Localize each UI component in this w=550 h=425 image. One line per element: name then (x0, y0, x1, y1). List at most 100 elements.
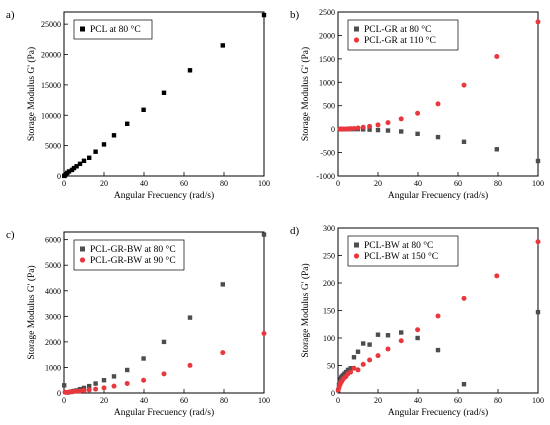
data-point (101, 385, 107, 391)
legend-marker (80, 246, 85, 252)
y-axis-label: Storage Modulus G' (Pa) (26, 47, 37, 141)
y-tick-label: 1500 (319, 55, 335, 64)
data-point (348, 369, 354, 375)
data-point (141, 377, 147, 383)
data-point (415, 335, 420, 341)
y-tick-label: 5000 (45, 261, 61, 270)
data-point (348, 366, 353, 371)
data-point (375, 122, 381, 128)
series-1 (336, 309, 541, 393)
data-point (461, 295, 467, 301)
data-point (435, 313, 441, 319)
x-tick-label: 0 (336, 179, 340, 188)
data-point (385, 128, 391, 133)
series-1 (62, 12, 267, 179)
y-tick-label: 1000 (45, 363, 61, 372)
data-point (415, 131, 420, 137)
y-tick-label: -1000 (316, 172, 335, 181)
legend-marker (354, 26, 359, 32)
data-point (81, 387, 87, 393)
x-tick-label: 80 (220, 179, 228, 188)
data-point (399, 330, 404, 335)
plot-frame (63, 11, 265, 177)
plot-frame (337, 11, 539, 177)
y-tick-label: 0 (57, 172, 61, 181)
y-tick-label: 0 (331, 125, 335, 134)
data-point (385, 333, 391, 338)
legend-label: PCL-GR-BW at 90 °C (90, 255, 176, 266)
data-point (399, 129, 404, 134)
y-axis-label: Storage Modulus G' (Pa) (300, 47, 311, 141)
data-point (77, 388, 83, 394)
data-point (360, 361, 366, 367)
data-point (535, 158, 541, 164)
x-tick-label: 60 (180, 396, 188, 405)
data-point (461, 139, 467, 144)
series-2 (62, 330, 267, 395)
x-tick-label: 0 (62, 396, 66, 405)
data-point (161, 90, 167, 95)
series-2 (337, 19, 541, 132)
y-axis-label: Storage Modulus G' (Pa) (26, 265, 37, 359)
chart-panel-2: b) 0 20 40 60 80 100 -1000 -500 0 500 1000 1500 2000 2… (290, 8, 544, 201)
data-point (398, 338, 404, 344)
y-tick-label: 2000 (45, 338, 61, 347)
y-tick-label: 0 (331, 389, 335, 398)
data-point (125, 121, 130, 126)
data-point (74, 164, 79, 169)
x-tick-label: 20 (374, 396, 382, 405)
y-tick-label: 100 (323, 334, 335, 343)
x-tick-label: 60 (454, 396, 462, 405)
chart-panel-1: a) 0 20 40 60 80 100 0 5000 10000 15000 20000 25000 A… (6, 9, 270, 201)
data-point (375, 353, 381, 359)
data-point (261, 330, 267, 336)
data-point (187, 315, 193, 320)
y-tick-label: -500 (320, 149, 335, 158)
chart-panel-4: d) 0 20 40 60 80 100 0 50 100 150 200 250 300 Angular … (290, 224, 544, 418)
data-point (261, 12, 267, 18)
y-tick-label: 5000 (45, 142, 61, 151)
data-point (355, 367, 361, 373)
data-point (161, 371, 167, 377)
x-axis-label: Angular Frecuency (rad/s) (388, 190, 488, 201)
data-point (535, 19, 541, 25)
data-point (111, 383, 117, 389)
data-point (415, 110, 421, 116)
data-point (351, 125, 357, 131)
data-point (461, 82, 467, 88)
legend: PCL at 80 °C (73, 19, 153, 40)
data-point (385, 346, 391, 352)
legend-box (347, 19, 459, 51)
data-point (398, 116, 404, 122)
legend-box (347, 235, 459, 267)
y-axis-label: Storage Modulus G' (Pa) (300, 263, 311, 357)
data-point (494, 273, 500, 279)
data-point (367, 123, 373, 129)
data-point (66, 169, 72, 174)
x-tick-label: 0 (336, 396, 340, 405)
legend-label: PCL-BW at 80 °C (364, 240, 433, 251)
x-tick-label: 80 (220, 396, 228, 405)
y-tick-label: 200 (323, 279, 335, 288)
data-point (125, 367, 130, 373)
x-tick-label: 20 (100, 179, 108, 188)
y-tick-label: 4000 (45, 287, 61, 296)
y-tick-label: 1000 (319, 78, 335, 87)
legend-box (73, 239, 185, 271)
data-point (87, 155, 92, 160)
data-point (141, 107, 146, 112)
y-tick-label: 50 (327, 362, 335, 371)
data-point (161, 339, 167, 345)
legend-box (73, 19, 153, 40)
chart-panel-3: c)0 20 40 60 80 1000100020003000400050006000A… (6, 229, 270, 418)
legend-label: PCL at 80 °C (90, 24, 141, 35)
data-point (435, 347, 441, 353)
y-tick-label: 25000 (41, 20, 61, 29)
data-point (81, 158, 87, 164)
data-point (435, 101, 441, 107)
data-point (111, 133, 117, 138)
legend-marker (354, 242, 359, 248)
y-tick-label: 6000 (45, 236, 61, 245)
x-axis-label: Angular Frecuency (rad/s) (114, 190, 214, 201)
